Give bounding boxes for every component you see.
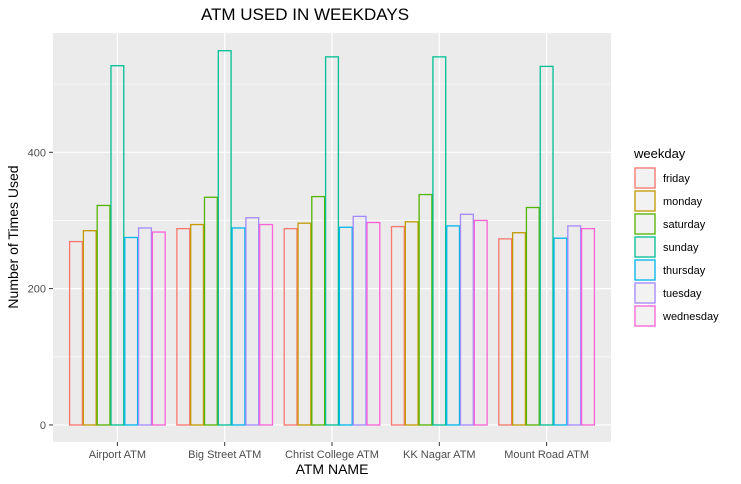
bar-thursday-3 xyxy=(338,226,353,426)
x-tick-label: Mount Road ATM xyxy=(504,449,589,461)
bar-sunday-4 xyxy=(432,56,447,426)
legend-key-tuesday xyxy=(634,282,656,304)
legend-key-bg xyxy=(634,259,656,281)
legend-key-bg xyxy=(634,236,656,258)
bar-saturday-2 xyxy=(203,196,218,426)
bar-friday-3 xyxy=(283,227,298,426)
bar-friday-1 xyxy=(68,240,84,426)
bar-wednesday-2 xyxy=(259,223,274,426)
y-tick-label: 0 xyxy=(40,420,46,432)
legend-key-bg xyxy=(634,167,656,189)
bar-saturday-1 xyxy=(96,204,111,426)
bar-wednesday-3 xyxy=(366,221,381,426)
legend-label-saturday: saturday xyxy=(663,219,706,231)
legend-key-wednesday xyxy=(634,305,656,327)
y-axis-title: Number of Times Used xyxy=(5,165,21,308)
bar-wednesday-1 xyxy=(151,231,166,426)
bar-wednesday-4 xyxy=(473,219,488,426)
legend-label-monday: monday xyxy=(663,196,703,208)
legend-label-wednesday: wednesday xyxy=(662,311,719,323)
bar-sunday-5 xyxy=(539,65,554,426)
legend-key-sunday xyxy=(634,236,656,258)
legend-key-bg xyxy=(634,305,656,327)
bar-monday-1 xyxy=(82,230,97,426)
legend-label-friday: friday xyxy=(663,173,690,185)
bar-tuesday-4 xyxy=(459,213,474,426)
legend-key-bg xyxy=(634,190,656,212)
bar-tuesday-5 xyxy=(567,225,582,426)
bar-sunday-1 xyxy=(110,65,125,426)
chart-title: ATM USED IN WEEKDAYS xyxy=(201,5,409,24)
legend-key-friday xyxy=(634,167,656,189)
bar-tuesday-1 xyxy=(137,227,153,426)
bar-saturday-3 xyxy=(311,195,326,426)
bar-monday-3 xyxy=(297,222,312,426)
legend-key-bg xyxy=(634,282,656,304)
x-tick-label: Airport ATM xyxy=(89,449,146,461)
bar-sunday-3 xyxy=(324,56,340,426)
legend-title: weekday xyxy=(633,146,686,161)
bar-thursday-5 xyxy=(553,237,568,426)
y-tick-label: 200 xyxy=(28,284,46,296)
y-tick-label: 400 xyxy=(28,147,46,159)
bar-thursday-1 xyxy=(124,236,139,426)
bar-friday-5 xyxy=(498,238,513,426)
legend-key-bg xyxy=(634,213,656,235)
legend-key-monday xyxy=(634,190,656,212)
legend-key-saturday xyxy=(634,213,656,235)
legend-key-thursday xyxy=(634,259,656,281)
bar-saturday-4 xyxy=(418,193,433,426)
bar-thursday-4 xyxy=(446,225,461,426)
bar-friday-4 xyxy=(390,225,405,426)
x-tick-label: Christ College ATM xyxy=(285,449,379,461)
x-tick-label: KK Nagar ATM xyxy=(403,449,476,461)
bar-thursday-2 xyxy=(231,227,246,426)
bars xyxy=(68,50,596,426)
bar-tuesday-2 xyxy=(245,217,260,426)
bar-monday-4 xyxy=(404,221,419,426)
bar-monday-2 xyxy=(190,223,205,426)
bar-saturday-5 xyxy=(525,206,540,426)
legend: weekday friday monday saturday sunday thursd… xyxy=(633,146,719,327)
bar-monday-5 xyxy=(511,232,527,426)
bar-wednesday-5 xyxy=(580,227,596,426)
y-axis: 0 200 400 xyxy=(28,147,53,432)
x-axis: Airport ATM Big Street ATM Christ College … xyxy=(89,442,589,461)
legend-label-thursday: thursday xyxy=(663,265,706,277)
x-tick-label: Big Street ATM xyxy=(188,449,261,461)
x-axis-title: ATM NAME xyxy=(296,461,369,477)
legend-label-sunday: sunday xyxy=(663,242,699,254)
bar-tuesday-3 xyxy=(352,215,367,426)
legend-label-tuesday: tuesday xyxy=(663,288,702,300)
bar-sunday-2 xyxy=(217,50,232,426)
bar-friday-2 xyxy=(176,227,191,426)
